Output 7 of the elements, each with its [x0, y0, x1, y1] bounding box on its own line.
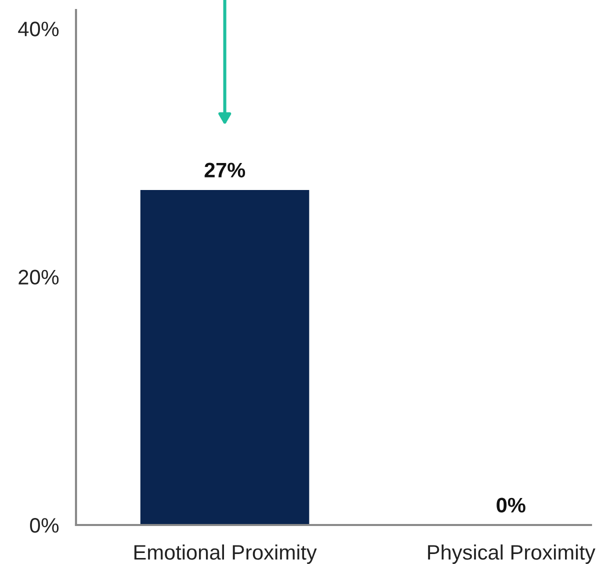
y-tick-label: 20%	[18, 270, 59, 285]
data-label: 0%	[496, 498, 526, 513]
x-tick-label: Physical Proximity	[428, 544, 596, 564]
data-label: 27%	[204, 162, 246, 178]
x-tick-label: Emotional Proximity	[134, 544, 317, 564]
y-tick-label: 40%	[18, 22, 59, 36]
y-tick-label: 0%	[30, 518, 59, 533]
